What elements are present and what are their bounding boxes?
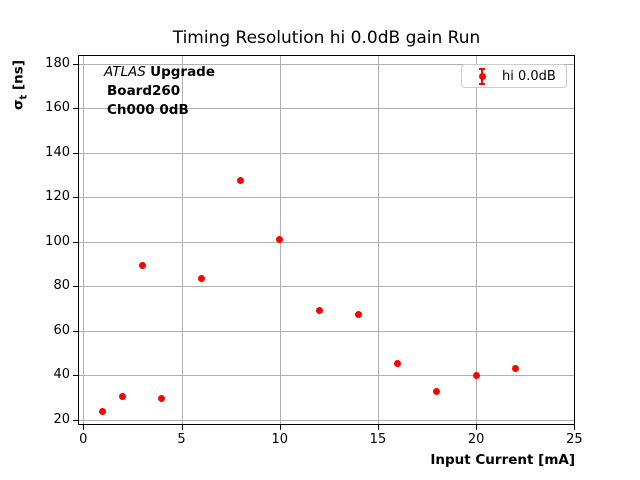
data-point — [197, 275, 205, 283]
y-gridline — [78, 420, 575, 421]
data-point — [511, 365, 519, 373]
y-tick-mark — [73, 108, 78, 110]
y-tick-label: 140 — [45, 144, 70, 160]
y-tick-mark — [73, 375, 78, 377]
data-point — [158, 395, 166, 403]
x-tick-label: 0 — [79, 432, 88, 447]
x-gridline — [476, 55, 478, 425]
x-axis-label: Input Current [mA] — [430, 452, 575, 468]
ylabel-subscript: t — [18, 94, 30, 100]
experiment-label: Upgrade — [150, 64, 216, 80]
y-tick-label: 100 — [45, 233, 70, 249]
y-tick-label: 120 — [45, 189, 70, 205]
data-point — [138, 261, 146, 269]
experiment-name: ATLAS — [104, 64, 146, 80]
y-tick-mark — [73, 241, 78, 243]
x-tick-label: 10 — [271, 432, 288, 447]
y-gridline — [78, 108, 575, 110]
ylabel-sigma: σ — [10, 99, 27, 110]
y-gridline — [78, 286, 575, 288]
y-tick-mark — [73, 420, 78, 421]
x-tick-mark — [476, 425, 478, 430]
data-point — [433, 387, 441, 395]
errorbar-cap-bottom — [479, 82, 485, 85]
x-tick-mark — [181, 425, 183, 430]
y-axis-label: σt [ns] — [11, 60, 30, 110]
x-tick-mark — [377, 425, 379, 430]
y-tick-label: 60 — [53, 322, 70, 338]
y-tick-mark — [73, 152, 78, 154]
errorbar-marker-icon — [475, 67, 489, 86]
x-tick-label: 25 — [566, 432, 583, 447]
x-tick-label: 15 — [369, 432, 387, 447]
y-gridline — [78, 63, 575, 65]
y-tick-label: 40 — [53, 367, 70, 383]
annotation-block: ATLAS Upgrade Board260 Ch000 0dB — [104, 63, 215, 120]
y-tick-label: 80 — [53, 278, 70, 294]
data-point — [276, 236, 284, 244]
legend: hi 0.0dB — [461, 64, 567, 88]
y-tick-label: 180 — [45, 55, 70, 71]
x-tick-mark — [574, 425, 576, 430]
annotation-line-2: Board260 — [107, 83, 181, 99]
errorbar-cap-top — [479, 67, 485, 70]
y-gridline — [78, 152, 575, 154]
annotation-line-3: Ch000 0dB — [107, 102, 189, 118]
x-tick-label: 20 — [467, 432, 485, 447]
y-gridline — [78, 375, 575, 377]
legend-entry-label: hi 0.0dB — [502, 68, 556, 84]
y-tick-mark — [73, 197, 78, 199]
data-point — [119, 393, 127, 401]
data-point — [315, 307, 323, 315]
y-tick-mark — [73, 286, 78, 288]
x-tick-label: 5 — [177, 432, 186, 447]
x-gridline — [574, 55, 576, 425]
data-point — [99, 407, 107, 415]
data-point — [472, 371, 480, 379]
y-tick-label: 20 — [53, 412, 70, 427]
x-gridline — [181, 55, 183, 425]
x-tick-mark — [83, 425, 85, 430]
annotation-line-1: ATLAS Upgrade — [104, 63, 215, 82]
y-gridline — [78, 330, 575, 332]
data-point — [394, 359, 402, 367]
y-tick-mark — [73, 330, 78, 332]
x-tick-mark — [279, 425, 281, 430]
chart-title: Timing Resolution hi 0.0dB gain Run — [172, 28, 481, 48]
y-gridline — [78, 241, 575, 243]
y-tick-mark — [73, 63, 78, 65]
y-tick-label: 160 — [45, 100, 70, 116]
y-gridline — [78, 197, 575, 199]
data-point — [236, 177, 244, 185]
errorbar-dot — [478, 72, 486, 80]
x-gridline — [83, 55, 85, 425]
x-gridline — [377, 55, 379, 425]
data-point — [354, 310, 362, 318]
ylabel-unit: [ns] — [10, 60, 27, 95]
